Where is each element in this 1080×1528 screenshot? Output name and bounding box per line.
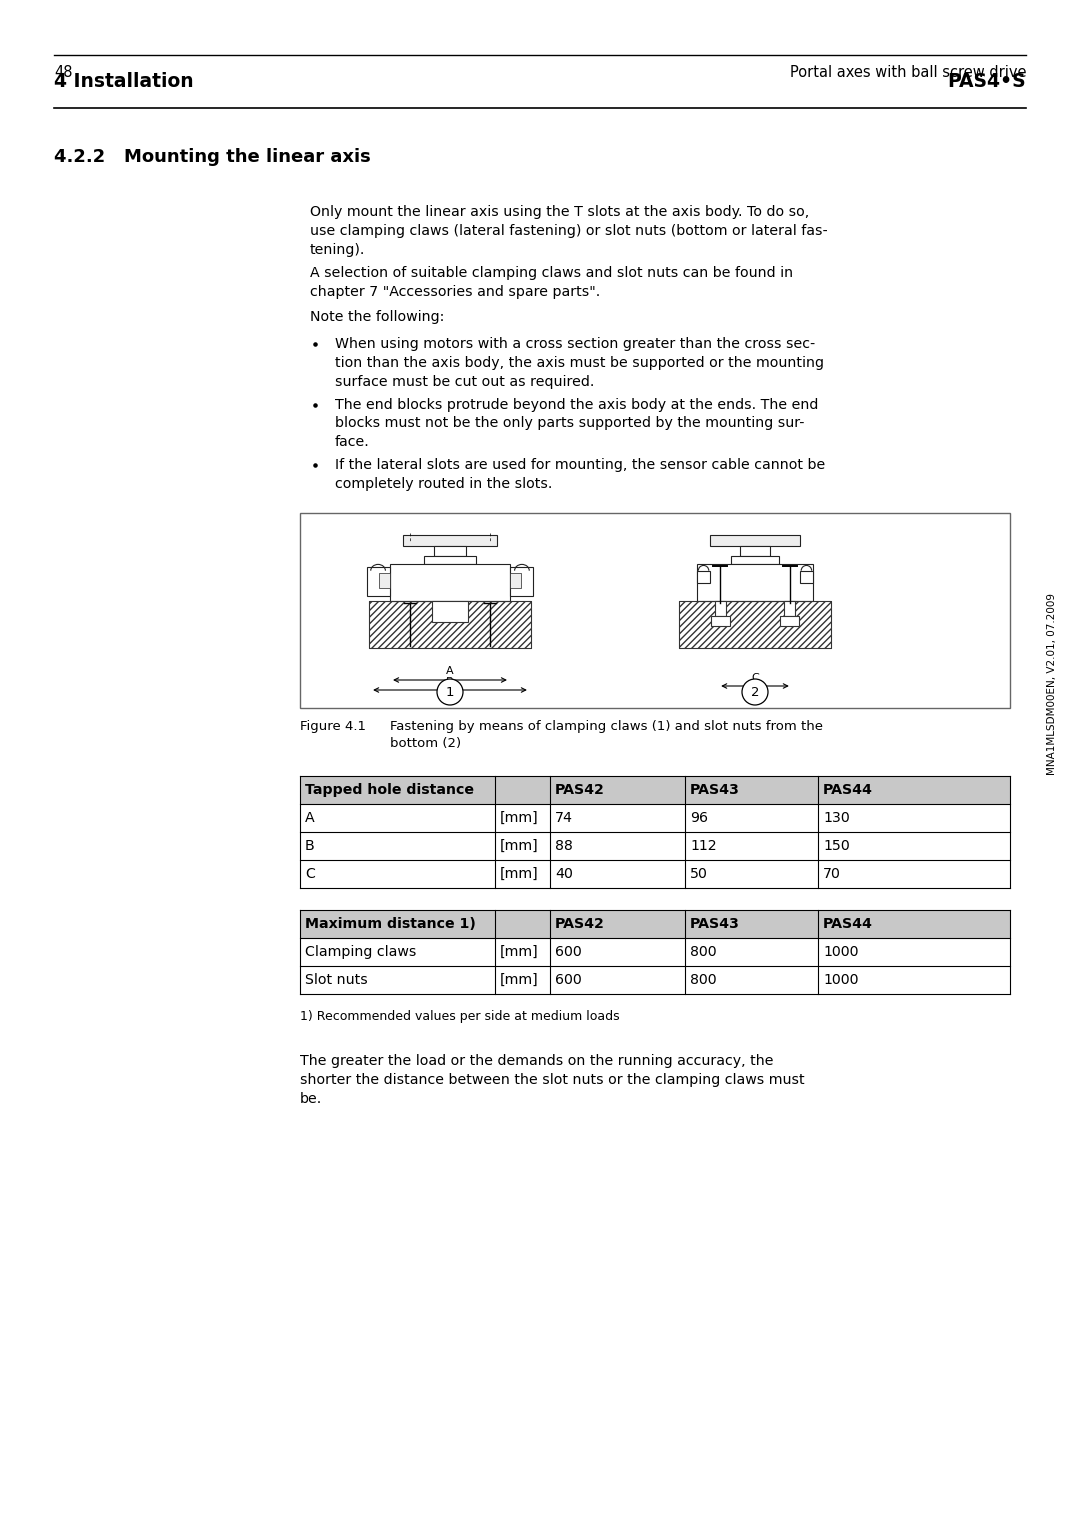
Text: [mm]: [mm] [500,944,539,960]
Bar [784,601,795,616]
Text: 2: 2 [751,686,759,698]
Circle shape [437,678,463,704]
Text: 600: 600 [555,944,582,960]
Text: MNA1MLSDM00EN, V2.01, 07.2009: MNA1MLSDM00EN, V2.01, 07.2009 [1047,593,1057,775]
Text: 1000: 1000 [823,944,859,960]
Text: Maximum distance 1): Maximum distance 1) [305,917,476,931]
Bar [780,616,799,626]
Text: 1) Recommended values per side at medium loads: 1) Recommended values per side at medium… [300,1010,620,1024]
Text: 1000: 1000 [823,973,859,987]
Text: [mm]: [mm] [500,866,539,882]
Bar [698,570,710,584]
Bar [715,601,726,616]
Bar [511,573,521,587]
Text: PAS44: PAS44 [823,782,873,798]
Bar [366,567,390,596]
Bar [511,567,534,596]
Text: Clamping claws: Clamping claws [305,944,417,960]
Bar [300,776,1010,804]
Text: The end blocks protrude beyond the axis body at the ends. The end
blocks must no: The end blocks protrude beyond the axis … [335,397,819,449]
Text: A selection of suitable clamping claws and slot nuts can be found in
chapter 7 ": A selection of suitable clamping claws a… [310,266,793,299]
Text: PAS44: PAS44 [823,917,873,931]
Text: 96: 96 [690,811,708,825]
Text: 74: 74 [555,811,573,825]
Text: C: C [305,866,315,882]
Bar [800,570,813,584]
Bar [731,556,779,564]
Text: 88: 88 [555,839,572,853]
Text: 600: 600 [555,973,582,987]
Text: Portal axes with ball screw drive: Portal axes with ball screw drive [789,66,1026,79]
Text: Tapped hole distance: Tapped hole distance [305,782,474,798]
Bar [740,545,770,556]
Bar [300,860,1010,888]
Text: PAS43: PAS43 [690,917,740,931]
Bar [300,833,1010,860]
Text: Note the following:: Note the following: [310,310,444,324]
Bar [403,535,497,545]
Text: B: B [305,839,314,853]
Text: PAS4•S: PAS4•S [947,72,1026,92]
Text: PAS42: PAS42 [555,917,605,931]
Text: C: C [751,672,759,683]
Bar [711,616,730,626]
Text: [mm]: [mm] [500,811,539,825]
Bar [300,804,1010,833]
Bar [434,545,465,556]
Text: A: A [305,811,314,825]
Bar [368,601,531,648]
Bar [300,513,1010,707]
Text: If the lateral slots are used for mounting, the sensor cable cannot be
completel: If the lateral slots are used for mounti… [335,458,825,490]
Bar [423,556,476,564]
Text: 40: 40 [555,866,572,882]
Text: 800: 800 [690,944,717,960]
Text: 4 Installation: 4 Installation [54,72,193,92]
Text: Only mount the linear axis using the T slots at the axis body. To do so,
use cla: Only mount the linear axis using the T s… [310,205,827,257]
Bar [368,601,531,648]
Text: B: B [446,677,454,688]
Text: 130: 130 [823,811,850,825]
Text: 112: 112 [690,839,717,853]
Bar [432,601,469,622]
Text: Slot nuts: Slot nuts [305,973,368,987]
Text: A: A [446,666,454,675]
Text: [mm]: [mm] [500,973,539,987]
Bar [379,573,390,587]
Text: PAS42: PAS42 [555,782,605,798]
Bar [679,601,832,648]
Text: [mm]: [mm] [500,839,539,853]
Text: PAS43: PAS43 [690,782,740,798]
Text: When using motors with a cross section greater than the cross sec-
tion than the: When using motors with a cross section g… [335,338,824,390]
Bar [300,938,1010,966]
Bar [711,535,799,545]
Text: 1: 1 [446,686,455,698]
Text: 800: 800 [690,973,717,987]
Circle shape [742,678,768,704]
Bar [300,911,1010,938]
Text: 70: 70 [823,866,841,882]
Text: 48: 48 [54,66,72,79]
Text: 150: 150 [823,839,850,853]
Text: 50: 50 [690,866,707,882]
Bar [679,601,832,648]
Bar [300,966,1010,995]
Bar [390,564,511,601]
Text: Figure 4.1: Figure 4.1 [300,720,366,733]
Bar [698,564,813,601]
Text: Fastening by means of clamping claws (1) and slot nuts from the
bottom (2): Fastening by means of clamping claws (1)… [390,720,823,750]
Text: 4.2.2   Mounting the linear axis: 4.2.2 Mounting the linear axis [54,148,370,167]
Text: The greater the load or the demands on the running accuracy, the
shorter the dis: The greater the load or the demands on t… [300,1054,805,1106]
